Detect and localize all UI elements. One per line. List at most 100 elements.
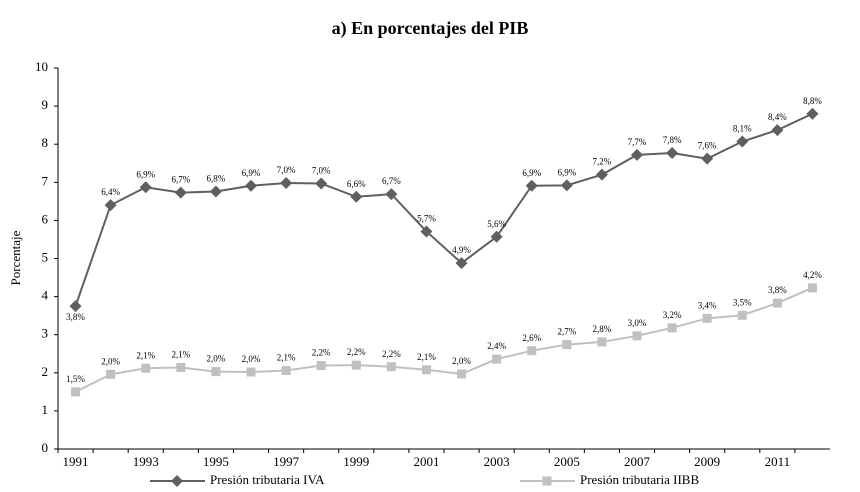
y-tick-label: 8	[42, 135, 49, 150]
data-point	[420, 225, 433, 238]
data-point	[807, 283, 817, 293]
value-label: 7,8%	[663, 135, 682, 145]
y-tick-label: 2	[42, 364, 49, 379]
value-label: 6,7%	[171, 175, 190, 185]
value-label: 3,4%	[698, 300, 717, 310]
value-label: 7,7%	[628, 137, 647, 147]
data-point	[772, 298, 782, 308]
x-tick-label: 2001	[413, 454, 439, 469]
x-tick-label: 2007	[624, 454, 651, 469]
data-point	[386, 362, 396, 372]
x-tick-label: 1993	[133, 454, 159, 469]
value-label: 6,9%	[136, 169, 155, 179]
value-label: 2,1%	[277, 353, 296, 363]
value-label: 2,0%	[242, 354, 261, 364]
data-point	[176, 362, 186, 372]
x-tick-label: 2011	[765, 454, 791, 469]
y-tick-label: 3	[42, 326, 49, 341]
data-point	[490, 230, 503, 243]
value-label: 2,6%	[522, 333, 541, 343]
value-label: 8,8%	[803, 96, 822, 106]
value-label: 8,4%	[768, 112, 787, 122]
value-label: 7,6%	[698, 141, 717, 151]
y-tick-label: 5	[42, 249, 49, 264]
data-point	[316, 361, 326, 371]
y-tick-label: 0	[42, 440, 49, 455]
data-point	[631, 148, 643, 161]
value-label: 2,0%	[101, 356, 120, 366]
value-label: 6,9%	[242, 168, 261, 178]
x-tick-label: 1999	[343, 454, 369, 469]
data-point	[736, 135, 749, 148]
data-point	[69, 300, 82, 313]
data-point	[597, 337, 607, 347]
y-tick-label: 4	[42, 288, 49, 303]
y-tick-label: 10	[35, 59, 48, 74]
value-label: 1,5%	[66, 374, 85, 384]
value-label: 2,0%	[452, 356, 471, 366]
value-label: 2,0%	[207, 354, 226, 364]
data-point	[595, 168, 608, 181]
data-point	[281, 366, 291, 376]
data-point	[350, 190, 363, 203]
value-label: 7,0%	[312, 166, 331, 176]
value-label: 2,1%	[417, 352, 436, 362]
data-point	[209, 185, 222, 198]
value-label: 2,7%	[557, 327, 576, 337]
data-point	[457, 369, 467, 379]
value-label: 3,8%	[768, 285, 787, 295]
value-label: 7,0%	[277, 165, 296, 175]
value-label: 3,5%	[733, 297, 752, 307]
data-point	[351, 360, 361, 370]
series-line	[75, 286, 813, 393]
value-label: 2,2%	[312, 348, 331, 358]
value-label: 2,1%	[136, 350, 155, 360]
value-label: 2,4%	[487, 341, 506, 351]
value-label: 5,6%	[487, 219, 506, 229]
y-tick-label: 7	[42, 173, 49, 188]
data-point	[104, 199, 117, 212]
data-point	[666, 146, 679, 159]
x-tick-label: 2003	[484, 454, 510, 469]
value-label: 6,9%	[557, 167, 576, 177]
data-point	[702, 313, 712, 323]
series-line	[74, 112, 813, 307]
value-label: 2,8%	[593, 324, 612, 334]
data-point	[385, 188, 398, 201]
data-point	[280, 177, 293, 190]
legend-label: Presión tributaria IIBB	[580, 472, 699, 487]
data-point	[421, 365, 431, 375]
y-tick-label: 1	[42, 402, 49, 417]
value-label: 5,7%	[417, 214, 436, 224]
value-label: 6,6%	[347, 179, 366, 189]
data-point	[737, 310, 747, 320]
y-tick-label: 9	[42, 97, 49, 112]
value-label: 2,1%	[171, 350, 190, 360]
value-label: 2,2%	[347, 347, 366, 357]
legend-marker	[171, 475, 183, 487]
data-point	[71, 387, 81, 397]
data-point	[560, 179, 573, 192]
data-point	[667, 323, 677, 333]
data-point	[315, 177, 328, 190]
data-point	[527, 346, 537, 356]
data-point	[701, 152, 714, 165]
chart-title: a) En porcentajes del PIB	[332, 18, 529, 39]
x-tick-label: 1995	[203, 454, 229, 469]
data-point	[141, 363, 151, 373]
data-point	[245, 179, 257, 192]
value-label: 8,1%	[733, 124, 752, 134]
data-point	[492, 354, 502, 364]
value-label: 6,9%	[522, 168, 541, 178]
data-point	[139, 181, 152, 194]
data-point	[211, 367, 221, 377]
data-point	[246, 367, 256, 377]
value-label: 6,4%	[101, 187, 120, 197]
data-point	[632, 331, 642, 341]
value-label: 3,0%	[628, 318, 647, 328]
legend-label: Presión tributaria IVA	[210, 472, 325, 487]
value-label: 3,8%	[66, 312, 85, 322]
x-tick-label: 1991	[63, 454, 89, 469]
value-label: 4,9%	[452, 245, 471, 255]
